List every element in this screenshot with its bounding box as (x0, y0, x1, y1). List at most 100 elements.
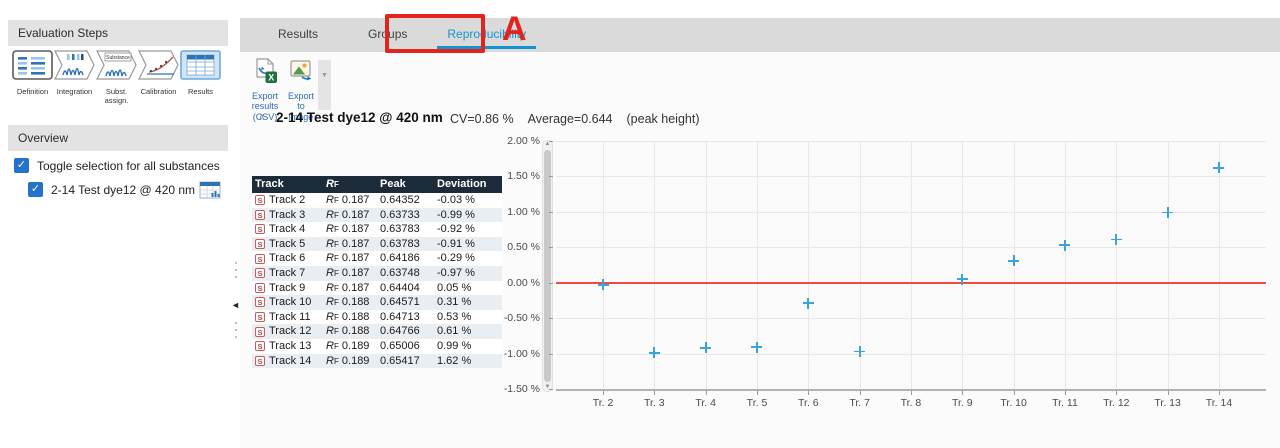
table-cell: S Track 9 (252, 281, 326, 296)
data-point-marker (700, 342, 712, 354)
evaluation-steps-header: Evaluation Steps (8, 20, 228, 46)
data-point-marker (1059, 239, 1071, 251)
substance-icon: S (255, 355, 265, 366)
svg-text:Substance: Substance (106, 55, 130, 61)
table-cell: RF 0.189 (326, 339, 370, 352)
y-tick-label: 0.50 % (507, 241, 540, 254)
table-cell: -0.92 % (437, 223, 475, 236)
table-cell: 0.53 % (437, 310, 472, 323)
y-tick-label: 2.00 % (507, 135, 540, 147)
export-image-label: Export to image (287, 91, 314, 122)
table-cell: 0.64766 (380, 325, 420, 338)
substance-label: 2-14 Test dye12 @ 420 nm (51, 182, 196, 197)
toggle-all-substances-checkbox-row[interactable]: ✓ Toggle selection for all substances (14, 158, 220, 173)
table-cell: S Track 11 (252, 310, 326, 325)
y-tick-label: -0.50 % (503, 312, 540, 325)
scrollbar-thumb[interactable] (544, 150, 551, 382)
table-row[interactable]: S Track 9 RF 0.187 0.64404 0.05 % (252, 280, 502, 296)
table-row[interactable]: S Track 5 RF 0.187 0.63783 -0.91 % (252, 236, 502, 252)
chart-vertical-scrollbar[interactable]: ▲ ▼ (542, 140, 553, 392)
table-cell: 0.61 % (437, 325, 472, 338)
unit-label: (peak height) (626, 112, 700, 126)
results-tabbar: Results Groups Reproducibility (240, 18, 1280, 52)
table-row[interactable]: S Track 13 RF 0.189 0.65006 0.99 % (252, 338, 502, 354)
table-cell: RF 0.188 (326, 325, 370, 338)
step-definition-label: Definition (16, 87, 49, 96)
table-cell: -0.29 % (437, 252, 475, 265)
data-point-marker (1008, 255, 1020, 267)
tab-results[interactable]: Results (278, 27, 319, 41)
overview-header: Overview (8, 125, 228, 151)
table-row[interactable]: S Track 3 RF 0.187 0.63733 -0.99 % (252, 207, 502, 223)
data-point-marker (648, 347, 660, 359)
table-cell: S Track 13 (252, 339, 326, 354)
substance-icon: S (255, 268, 265, 279)
ribbon-expander[interactable]: ▼ (318, 60, 331, 110)
x-tick-label: Tr. 8 (900, 397, 922, 409)
zero-reference-line (556, 281, 1266, 284)
tab-groups[interactable]: Groups (368, 27, 408, 41)
table-cell: -0.99 % (437, 208, 475, 221)
step-results-label: Results (187, 87, 213, 96)
table-cell: 0.64186 (380, 252, 420, 265)
results-icon (180, 50, 221, 80)
step-definition[interactable]: Definition (12, 50, 53, 106)
substance-table-icon[interactable] (199, 180, 222, 200)
table-row[interactable]: S Track 2 RF 0.187 0.64352 -0.03 % (252, 193, 502, 208)
substance-icon: S (255, 297, 265, 308)
table-cell: 0.05 % (437, 281, 472, 294)
substance-icon: S (255, 209, 265, 220)
table-row[interactable]: S Track 12 RF 0.188 0.64766 0.61 % (252, 324, 502, 339)
sidebar-splitter-dots-top[interactable] (235, 262, 238, 278)
step-results[interactable]: Results (180, 50, 221, 106)
data-point-marker (1110, 233, 1122, 245)
table-row[interactable]: S Track 11 RF 0.188 0.64713 0.53 % (252, 309, 502, 325)
table-cell: -0.03 % (437, 194, 475, 206)
step-integration[interactable]: Integration (54, 50, 95, 106)
sidebar-collapse-arrow-icon[interactable]: ◄ (231, 300, 240, 310)
collapse-chevron-icon[interactable]: ∧ (258, 112, 266, 123)
toggle-all-checkbox[interactable]: ✓ (14, 158, 29, 173)
sidebar-splitter-dots-bottom[interactable] (235, 322, 238, 338)
table-cell: 1.62 % (437, 354, 472, 367)
table-row[interactable]: S Track 6 RF 0.187 0.64186 -0.29 % (252, 251, 502, 266)
column-header: Deviation (437, 178, 487, 190)
data-point-marker (597, 279, 609, 291)
step-integration-label: Integration (56, 87, 93, 96)
table-cell: 0.63783 (380, 223, 420, 236)
table-cell: S Track 4 (252, 222, 326, 237)
table-cell: S Track 10 (252, 295, 326, 310)
y-tick-label: -1.50 % (503, 383, 540, 395)
table-row[interactable]: S Track 4 RF 0.187 0.63783 -0.92 % (252, 222, 502, 237)
column-header: Peak height (380, 178, 413, 207)
data-point-marker (802, 297, 814, 309)
substance-result-title: 2-14 Test dye12 @ 420 nm (276, 110, 443, 125)
data-point-marker (854, 345, 866, 357)
table-row[interactable]: S Track 7 RF 0.187 0.63748 -0.97 % (252, 265, 502, 281)
substance-checkbox-row[interactable]: ✓ 2-14 Test dye12 @ 420 nm (28, 182, 195, 197)
table-cell: S Track 6 (252, 251, 326, 266)
step-calibration[interactable]: Calibration (138, 50, 179, 106)
table-cell: RF 0.188 (326, 310, 370, 323)
results-table: Track RF Peak height Deviation S Track 2 RF 0.… (252, 176, 502, 369)
export-results-csv-button[interactable]: X Export results (CSV) (246, 58, 284, 122)
export-image-button[interactable]: Export to image (284, 58, 318, 122)
table-row[interactable]: S Track 10 RF 0.188 0.64571 0.31 % (252, 295, 502, 310)
integration-icon (54, 50, 95, 80)
table-cell: RF 0.188 (326, 296, 370, 309)
table-row[interactable]: S Track 14 RF 0.189 0.65417 1.62 % (252, 353, 502, 369)
calibration-icon (138, 50, 179, 80)
column-header: Track (255, 178, 284, 190)
tab-reproducibility[interactable]: Reproducibility (433, 18, 540, 52)
table-cell: RF 0.187 (326, 237, 370, 250)
cv-value: CV=0.86 % (450, 112, 514, 126)
table-cell: RF 0.187 (326, 252, 370, 265)
definition-icon (12, 50, 53, 80)
step-substance-assignment[interactable]: Substance Subst. assign. (96, 50, 137, 106)
evaluation-steps-bar: Definition Integration Substance Subst. … (12, 50, 222, 106)
x-tick-label: Tr. 6 (798, 397, 819, 409)
y-tick-label: 0.00 % (507, 276, 540, 289)
reproducibility-panel: X Export results (CSV) Export to image ▼… (240, 52, 1280, 448)
substance-checkbox[interactable]: ✓ (28, 182, 43, 197)
table-cell: RF 0.187 (326, 208, 370, 221)
